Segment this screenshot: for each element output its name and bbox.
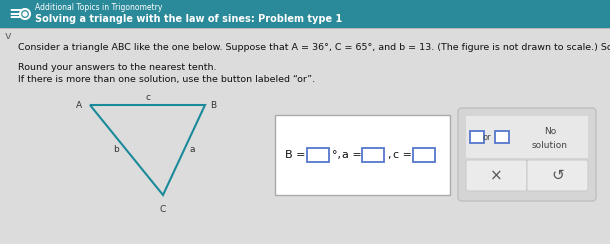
Text: Round your answers to the nearest tenth.: Round your answers to the nearest tenth. xyxy=(18,63,217,72)
FancyBboxPatch shape xyxy=(466,116,588,158)
FancyBboxPatch shape xyxy=(466,160,527,191)
Text: Additional Topics in Trigonometry: Additional Topics in Trigonometry xyxy=(35,2,162,11)
Text: ×: × xyxy=(490,168,503,183)
Text: C: C xyxy=(160,205,166,214)
Text: a =: a = xyxy=(342,150,365,160)
FancyBboxPatch shape xyxy=(0,0,610,28)
Text: c =: c = xyxy=(393,150,415,160)
Text: ≡: ≡ xyxy=(8,5,22,23)
Text: or: or xyxy=(483,132,491,142)
FancyBboxPatch shape xyxy=(307,148,329,162)
FancyBboxPatch shape xyxy=(458,108,596,201)
Text: ↺: ↺ xyxy=(551,168,564,183)
Text: B: B xyxy=(210,101,216,110)
Text: °,: °, xyxy=(332,150,341,160)
FancyBboxPatch shape xyxy=(362,148,384,162)
Text: A: A xyxy=(76,101,82,110)
Text: Solving a triangle with the law of sines: Problem type 1: Solving a triangle with the law of sines… xyxy=(35,14,342,24)
FancyBboxPatch shape xyxy=(275,115,450,195)
FancyBboxPatch shape xyxy=(470,131,484,143)
Text: solution: solution xyxy=(532,141,568,150)
Text: If there is more than one solution, use the button labeled “or”.: If there is more than one solution, use … xyxy=(18,75,315,84)
Text: b: b xyxy=(113,145,118,154)
FancyBboxPatch shape xyxy=(495,131,509,143)
Text: Consider a triangle ABC like the one below. Suppose that A = 36°, C = 65°, and b: Consider a triangle ABC like the one bel… xyxy=(18,43,610,52)
Text: c: c xyxy=(145,93,150,102)
Text: a: a xyxy=(190,145,195,154)
Text: No: No xyxy=(544,128,556,136)
Text: B =: B = xyxy=(285,150,309,160)
Text: v: v xyxy=(5,31,12,41)
FancyBboxPatch shape xyxy=(527,160,588,191)
Text: ,: , xyxy=(387,150,390,160)
Circle shape xyxy=(23,12,27,16)
FancyBboxPatch shape xyxy=(413,148,435,162)
